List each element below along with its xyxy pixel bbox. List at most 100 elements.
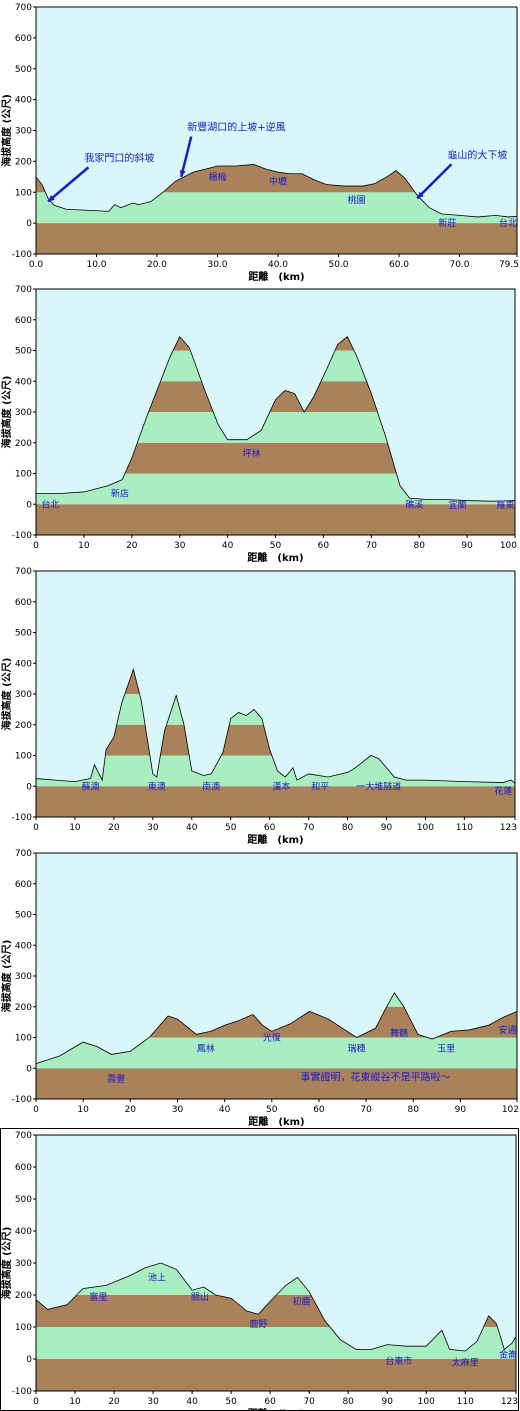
y-tick-label: 0 xyxy=(26,219,32,229)
arrow-head-icon xyxy=(417,191,424,199)
y-tick-label: 300 xyxy=(15,972,32,982)
place-label: 東澳 xyxy=(148,780,166,792)
y-tick-label: 100 xyxy=(15,188,32,198)
y-tick-label: 200 xyxy=(15,1291,32,1301)
annotation-text: 我家門口的斜坡 xyxy=(84,151,154,164)
y-tick-label: 500 xyxy=(15,1195,32,1205)
y-tick-label: 500 xyxy=(15,911,32,921)
y-tick-label: 100 xyxy=(15,1323,32,1333)
y-tick-label: 400 xyxy=(15,941,32,951)
chart-caption: 事實證明，花東縱谷不是平路啦～ xyxy=(301,1071,451,1084)
x-tick-label: 100 xyxy=(500,541,517,551)
x-tick-label: 20 xyxy=(108,1397,120,1407)
place-label: 新莊 xyxy=(438,217,456,229)
x-tick-label: 50 xyxy=(266,1105,278,1115)
y-tick-label: 400 xyxy=(15,377,32,387)
chart-panel-1: -100 0 100 200 300 400 500 600 700 0.0 10.0 20.0 30.… xyxy=(0,3,519,283)
elevation-line xyxy=(35,668,516,784)
x-tick-label: 10 xyxy=(69,823,81,833)
y-tick-label: 500 xyxy=(15,65,32,75)
x-tick-label: 100 xyxy=(417,823,434,833)
place-label: 金崙 xyxy=(499,1348,517,1360)
y-axis-label: 海拔高度 (公尺) xyxy=(0,940,13,1013)
place-label: 鹿野 xyxy=(249,1318,267,1330)
y-tick-label: 700 xyxy=(15,567,32,577)
x-tick-label: 50.0 xyxy=(328,260,348,270)
y-tick-label: 600 xyxy=(15,880,32,890)
y-tick-label: -100 xyxy=(12,1387,33,1397)
place-label: 舞鶴 xyxy=(390,1027,408,1039)
x-tick-label: 40.0 xyxy=(268,260,288,270)
x-tick-label: 90 xyxy=(461,541,473,551)
y-tick-label: 200 xyxy=(15,439,32,449)
x-tick-label: 110 xyxy=(456,823,473,833)
x-axis-label: 距離 (km) xyxy=(248,1115,304,1128)
y-tick-label: 200 xyxy=(15,1003,32,1013)
y-tick-label: 500 xyxy=(15,629,32,639)
x-tick-label: 79.5 xyxy=(499,260,519,270)
x-tick-label: 60 xyxy=(264,823,276,833)
x-tick-label: 0 xyxy=(33,1397,39,1407)
place-label: 漢本 xyxy=(272,780,290,792)
y-tick-label: 700 xyxy=(15,285,32,295)
annotation-arrow xyxy=(416,163,453,200)
x-axis-label: 距離 (km) xyxy=(248,270,304,283)
elevation-band xyxy=(36,786,515,817)
y-tick-label: 100 xyxy=(15,752,32,762)
x-tick-label: 60 xyxy=(313,1105,325,1115)
y-tick-label: 500 xyxy=(15,347,32,357)
x-tick-label: 0.0 xyxy=(29,260,44,270)
elevation-line xyxy=(35,992,518,1065)
place-label: 桃園 xyxy=(348,194,366,206)
x-tick-label: 90 xyxy=(381,823,393,833)
elevation-band xyxy=(36,1068,517,1099)
x-tick-label: 10 xyxy=(69,1397,81,1407)
y-tick-label: 0 xyxy=(26,782,32,792)
x-tick-label: 80 xyxy=(413,541,425,551)
elevation-band xyxy=(36,1359,516,1391)
x-tick-label: 90 xyxy=(381,1397,393,1407)
x-tick-label: 0 xyxy=(33,541,39,551)
y-tick-label: 600 xyxy=(15,598,32,608)
x-tick-label: 60.0 xyxy=(389,260,409,270)
y-tick-label: 600 xyxy=(15,34,32,44)
y-tick-label: 600 xyxy=(15,316,32,326)
annotation-text: 龜山的大下坡 xyxy=(447,148,507,161)
place-label: 玉里 xyxy=(437,1043,455,1054)
y-tick-label: 300 xyxy=(15,1259,32,1269)
y-tick-label: 0 xyxy=(26,500,32,510)
x-tick-label: 20 xyxy=(108,823,120,833)
place-label: 瑞穗 xyxy=(348,1042,366,1054)
x-tick-label: 10.0 xyxy=(86,260,106,270)
place-label: 和平 xyxy=(311,781,329,792)
y-tick-label: 300 xyxy=(15,127,32,137)
x-axis-label: 距離 (km) xyxy=(247,833,303,846)
place-label: 關山 xyxy=(191,1292,209,1303)
y-tick-label: -100 xyxy=(12,250,33,260)
y-tick-label: 600 xyxy=(15,1163,32,1173)
y-tick-label: -100 xyxy=(12,531,33,541)
x-tick-label: 100 xyxy=(418,1397,435,1407)
y-tick-label: 700 xyxy=(15,849,32,859)
x-tick-label: 40 xyxy=(186,823,198,833)
x-tick-label: 10 xyxy=(78,541,90,551)
arrow-head-icon xyxy=(179,169,186,177)
place-label: 鳳林 xyxy=(197,1042,215,1054)
x-tick-label: 30 xyxy=(147,823,159,833)
x-tick-label: 20.0 xyxy=(147,260,167,270)
x-tick-label: 0 xyxy=(33,823,39,833)
x-tick-label: 50 xyxy=(270,541,282,551)
elevation-line xyxy=(35,1262,517,1352)
place-label: 壽豐 xyxy=(107,1073,125,1085)
y-tick-label: 100 xyxy=(15,470,32,480)
x-tick-label: 123 xyxy=(500,823,517,833)
x-axis-label: 距離 (km) xyxy=(248,1407,304,1411)
x-tick-label: 90 xyxy=(455,1105,467,1115)
x-tick-label: 10 xyxy=(77,1105,89,1115)
y-axis-label: 海拔高度 (公尺) xyxy=(0,94,13,167)
arrow-head-icon xyxy=(48,195,55,202)
